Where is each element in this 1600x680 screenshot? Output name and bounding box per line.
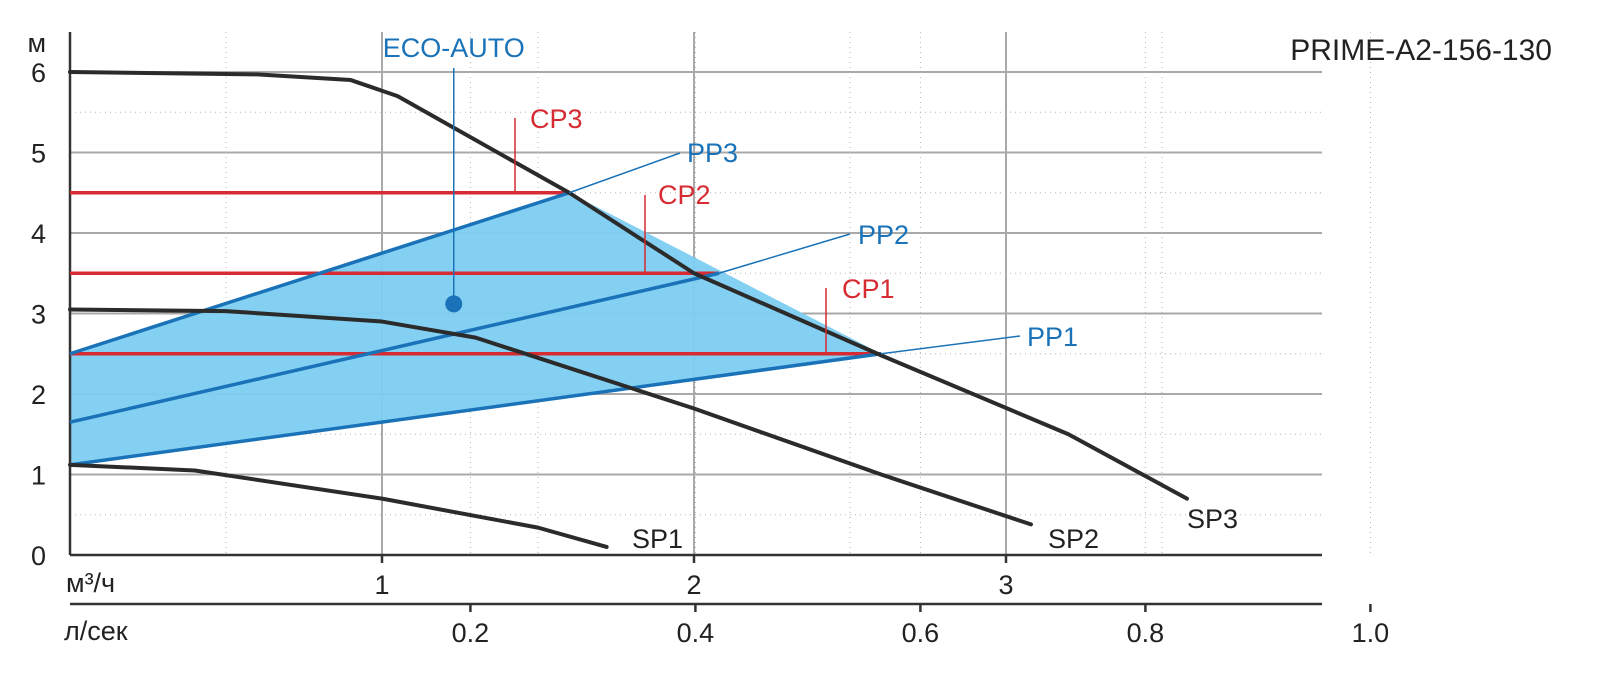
series-label-sp2: SP2 <box>1048 524 1099 554</box>
leader-pp2 <box>718 233 851 274</box>
y-tick-label: 2 <box>31 380 46 410</box>
series-label-sp1: SP1 <box>632 524 683 554</box>
y-tick-label: 1 <box>31 461 46 491</box>
series-line-sp2 <box>68 307 1033 527</box>
leader-pp1 <box>881 335 1021 355</box>
model-title: PRIME-A2-156-130 <box>1290 34 1552 67</box>
series-label-cp2: CP2 <box>658 180 711 210</box>
x2-tick-label: 1.0 <box>1352 618 1390 648</box>
x-tick-label: 2 <box>686 570 701 600</box>
series-label-sp3: SP3 <box>1187 504 1238 534</box>
y-tick-label: 0 <box>31 541 46 571</box>
series-label-cp3: CP3 <box>530 104 583 134</box>
series-label-pp1: PP1 <box>1027 322 1078 352</box>
series-line-pp2 <box>69 271 720 424</box>
x2-tick-label: 0.8 <box>1127 618 1165 648</box>
series-line-pp1 <box>69 352 882 467</box>
y-tick-label: 4 <box>31 219 46 249</box>
x2-tick-label: 0.4 <box>677 618 715 648</box>
eco-auto-point <box>445 295 463 313</box>
series-line-pp3 <box>69 191 570 356</box>
x2-tick-label: 0.2 <box>452 618 490 648</box>
series-label-cp1: CP1 <box>842 274 895 304</box>
series-line-sp1 <box>68 462 609 549</box>
x-tick-label: 1 <box>374 570 389 600</box>
y-tick-label: 5 <box>31 139 46 169</box>
leader-pp3 <box>568 152 681 194</box>
x-axis-unit: м³/ч <box>66 568 115 598</box>
y-axis-unit: м <box>27 28 46 58</box>
x2-tick-label: 0.6 <box>902 618 940 648</box>
series-label-pp3: PP3 <box>687 138 738 168</box>
series-label-pp2: PP2 <box>858 220 909 250</box>
y-tick-label: 6 <box>31 58 46 88</box>
y-tick-label: 3 <box>31 300 46 330</box>
x2-axis-unit: л/сек <box>64 616 128 646</box>
x-tick-label: 3 <box>998 570 1013 600</box>
eco-auto-label: ECO-AUTO <box>383 33 525 63</box>
